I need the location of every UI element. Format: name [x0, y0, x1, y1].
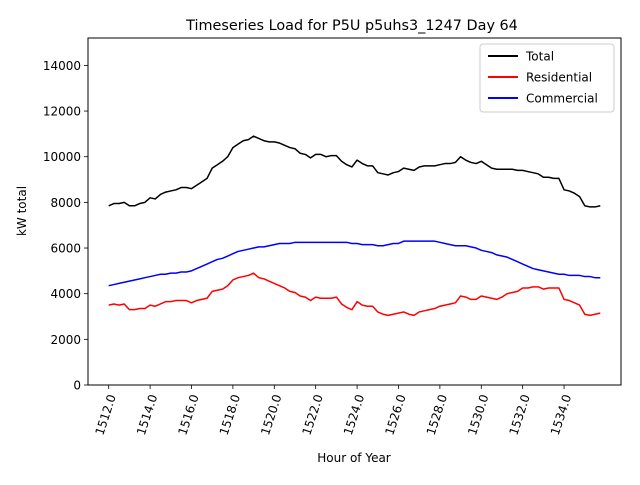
legend-label-commercial: Commercial	[526, 92, 598, 106]
plot-area-frame	[87, 37, 622, 386]
series-lines	[108, 135, 601, 317]
y-axis-ticks: 0 2000 4000 6000 8000 10000 12000 14000	[43, 59, 88, 393]
series-line-total	[108, 135, 601, 208]
y-tick-label: 4000	[50, 287, 81, 301]
y-tick-label: 0	[73, 379, 81, 393]
legend-box	[479, 43, 615, 113]
x-axis-label: Hour of Year	[317, 451, 391, 465]
series-line-residential	[108, 272, 601, 317]
legend: Total Residential Commercial	[479, 43, 615, 113]
legend-label-total: Total	[525, 50, 554, 64]
legend-label-residential: Residential	[526, 71, 592, 85]
y-tick-label: 6000	[50, 242, 81, 256]
y-axis-label: kW total	[15, 186, 29, 236]
series-line-commercial	[108, 240, 601, 287]
legend-entries: Total Residential Commercial	[488, 50, 598, 106]
y-tick-label: 14000	[43, 59, 81, 73]
y-tick-label: 8000	[50, 196, 81, 210]
chart-title: Timeseries Load for P5U p5uhs3_1247 Day …	[185, 18, 518, 34]
y-tick-label: 2000	[50, 333, 81, 347]
y-tick-label: 10000	[43, 150, 81, 164]
y-tick-label: 12000	[43, 105, 81, 119]
